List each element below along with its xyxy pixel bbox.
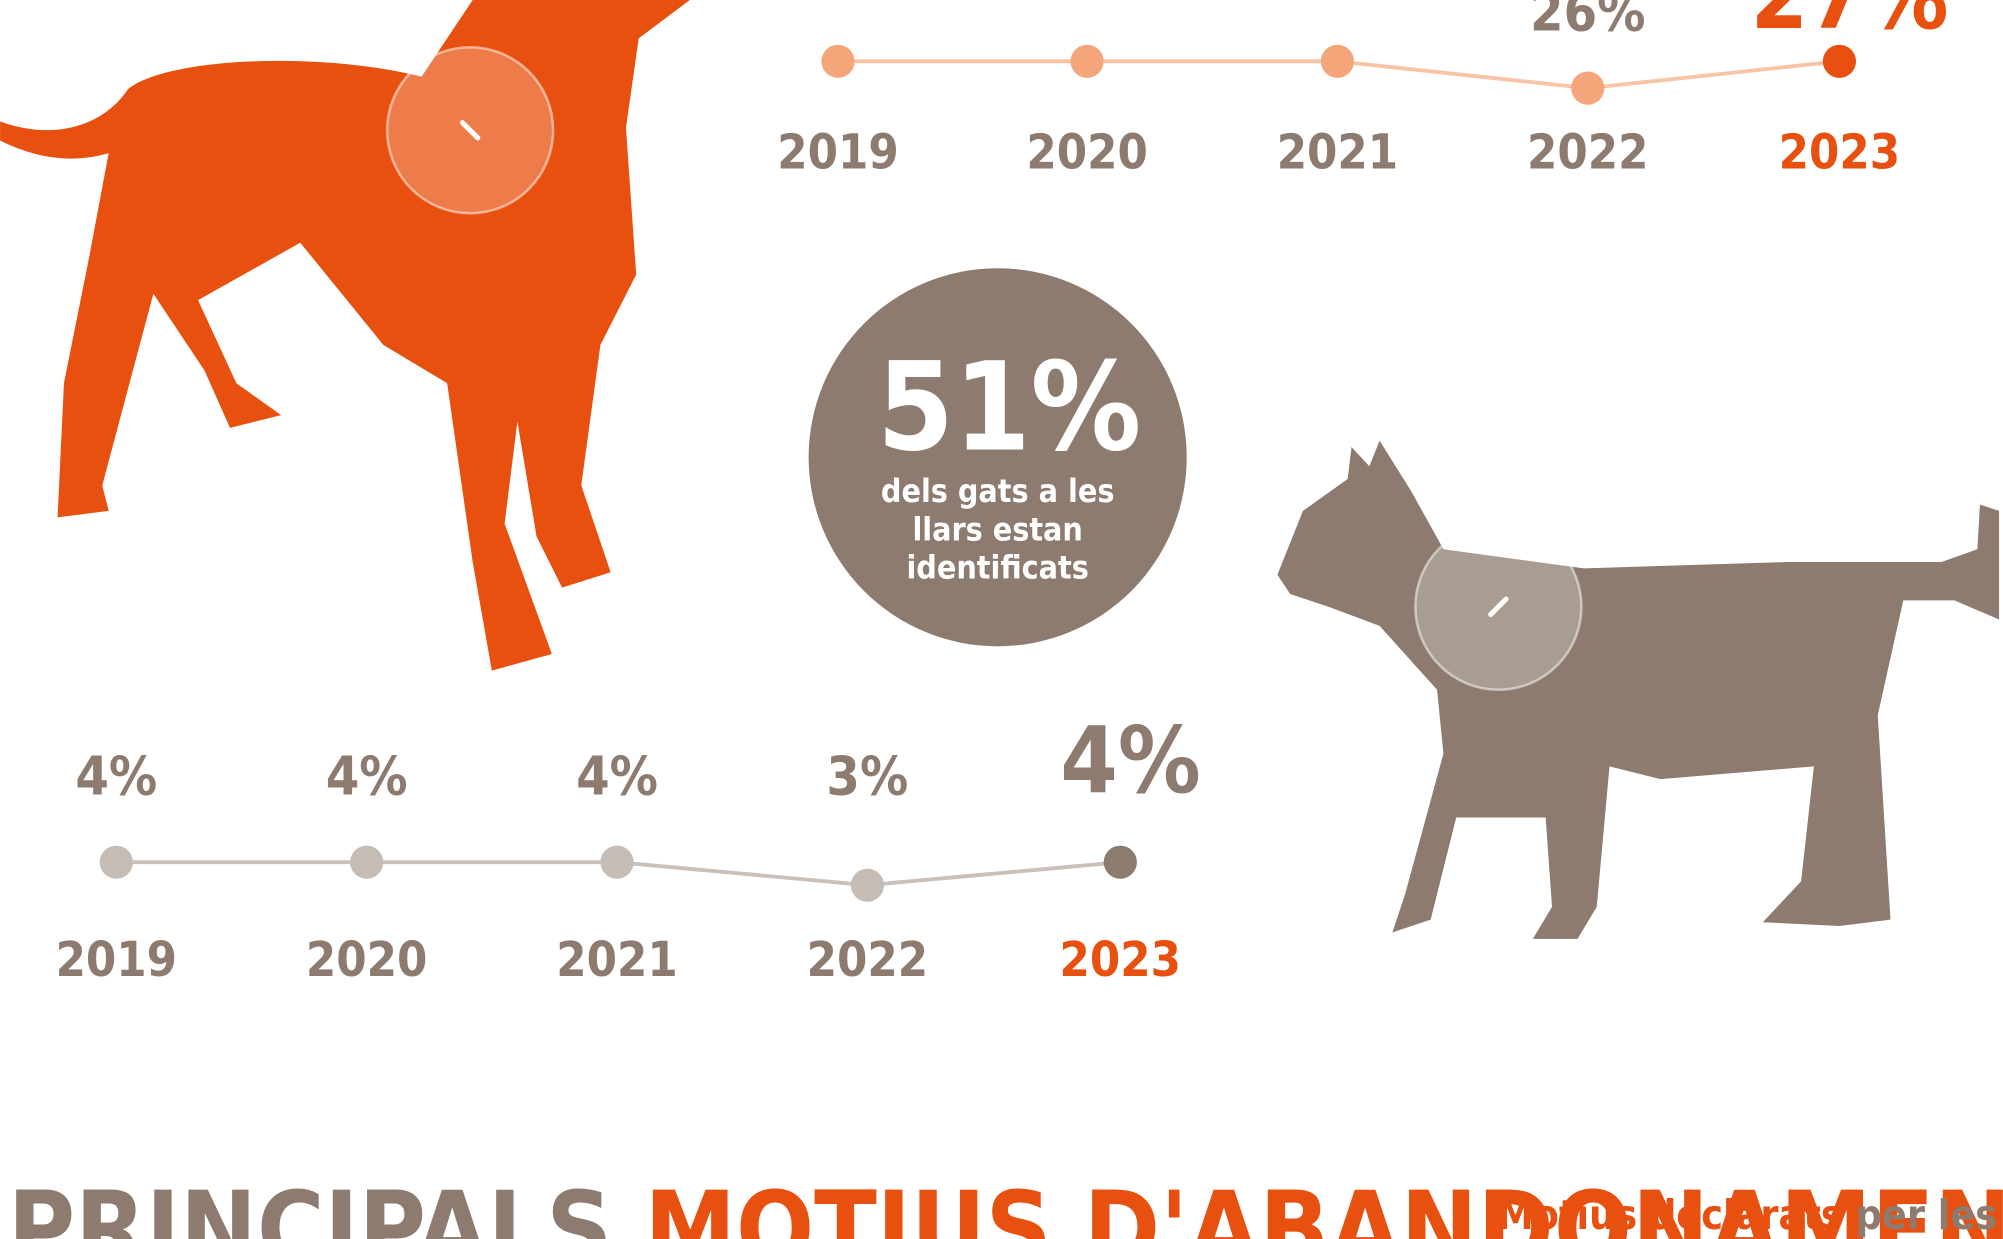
stat-value: 51% bbox=[877, 336, 1141, 479]
data-point bbox=[1104, 846, 1137, 879]
value-label: 4% bbox=[326, 744, 408, 807]
data-point bbox=[350, 846, 383, 879]
year-label: 2022 bbox=[1527, 125, 1648, 181]
year-label: 2019 bbox=[777, 125, 898, 181]
data-point bbox=[600, 846, 633, 879]
value-label: 4% bbox=[576, 744, 658, 807]
value-label: 26% bbox=[1530, 0, 1645, 44]
side-note-part: per les bbox=[1856, 1191, 1998, 1239]
dog-silhouette bbox=[0, 0, 690, 671]
value-label: 4% bbox=[1060, 707, 1200, 814]
year-label: 2021 bbox=[1277, 125, 1398, 181]
data-point bbox=[1321, 45, 1354, 78]
data-point bbox=[1070, 45, 1103, 78]
data-point bbox=[100, 846, 133, 879]
year-label: 2019 bbox=[56, 932, 177, 988]
data-point bbox=[851, 869, 884, 902]
stat-text: dels gats a les bbox=[881, 472, 1115, 510]
year-label: 2021 bbox=[556, 932, 677, 988]
value-label: 4% bbox=[75, 744, 157, 807]
cat-silhouette bbox=[1277, 441, 1999, 939]
side-note-part: Motius declarats bbox=[1497, 1191, 1843, 1239]
side-note: Motius declarats per les bbox=[1497, 1191, 1997, 1239]
year-label: 2023 bbox=[1779, 125, 1900, 181]
year-label: 2022 bbox=[807, 932, 928, 988]
heading-part: PRINCIPALS bbox=[8, 1171, 613, 1239]
infographic: 51% dels gats a les llars estan identifi… bbox=[0, 0, 2003, 1239]
stat-text: identificats bbox=[906, 549, 1088, 587]
year-label: 2020 bbox=[1026, 125, 1147, 181]
stat-text: llars estan bbox=[912, 510, 1082, 548]
page: 51% dels gats a les llars estan identifi… bbox=[0, 0, 2003, 1239]
data-point bbox=[1571, 72, 1604, 105]
year-label: 2020 bbox=[306, 932, 427, 988]
data-point bbox=[821, 45, 854, 78]
year-label: 2023 bbox=[1060, 932, 1181, 988]
value-label: 27% bbox=[1751, 0, 1949, 50]
value-label: 3% bbox=[826, 744, 908, 807]
